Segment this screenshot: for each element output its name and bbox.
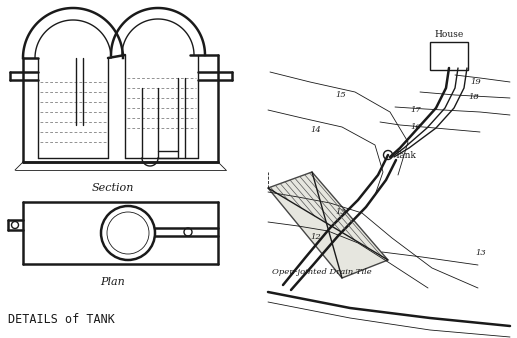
- Text: Plan: Plan: [101, 277, 126, 287]
- Text: DETAILS of TANK: DETAILS of TANK: [8, 313, 115, 326]
- Text: Tank: Tank: [395, 150, 417, 160]
- Text: 16: 16: [410, 123, 421, 131]
- Text: Section: Section: [92, 183, 134, 193]
- Text: 19: 19: [470, 78, 481, 86]
- Text: 18: 18: [468, 93, 479, 101]
- Bar: [430, 42, 468, 70]
- Text: 17: 17: [410, 106, 421, 114]
- Polygon shape: [268, 172, 388, 278]
- Text: 14: 14: [310, 126, 321, 134]
- Text: 13: 13: [335, 208, 346, 216]
- Text: Open-jointed Drain Tile: Open-jointed Drain Tile: [272, 268, 372, 276]
- Text: 13: 13: [475, 249, 486, 257]
- Text: 15: 15: [335, 91, 346, 99]
- Text: 12: 12: [310, 233, 321, 241]
- Text: House: House: [434, 30, 463, 39]
